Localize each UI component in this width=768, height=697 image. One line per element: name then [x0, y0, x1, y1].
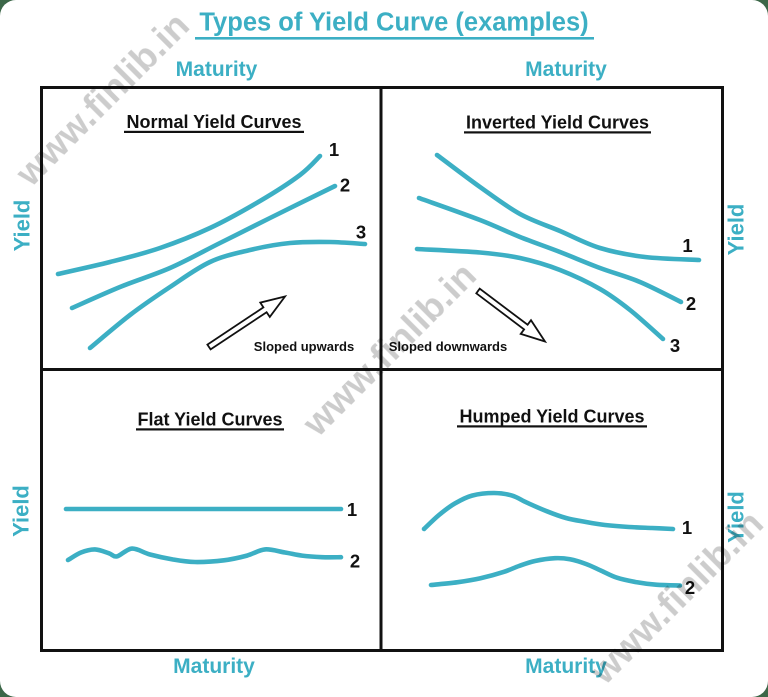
svg-text:1: 1 — [682, 235, 692, 256]
svg-text:1: 1 — [347, 499, 357, 520]
svg-text:Maturity: Maturity — [525, 655, 607, 678]
svg-text:Yield: Yield — [9, 485, 34, 537]
svg-text:2: 2 — [686, 293, 696, 314]
svg-text:Normal Yield Curves: Normal Yield Curves — [126, 112, 301, 132]
svg-text:Types of Yield Curve (examples: Types of Yield Curve (examples) — [199, 9, 588, 37]
svg-text:Yield: Yield — [724, 204, 749, 256]
svg-text:Maturity: Maturity — [173, 655, 255, 678]
svg-text:Yield: Yield — [724, 491, 749, 543]
svg-text:2: 2 — [685, 577, 695, 598]
svg-text:Maturity: Maturity — [176, 58, 258, 81]
svg-text:3: 3 — [670, 335, 680, 356]
svg-text:1: 1 — [682, 517, 692, 538]
svg-text:Humped Yield Curves: Humped Yield Curves — [459, 407, 644, 427]
svg-text:3: 3 — [356, 222, 366, 243]
svg-text:Yield: Yield — [10, 200, 35, 252]
svg-text:Inverted Yield Curves: Inverted Yield Curves — [466, 113, 649, 133]
svg-text:Sloped upwards: Sloped upwards — [254, 339, 354, 354]
svg-text:Sloped downwards: Sloped downwards — [389, 339, 507, 354]
svg-text:2: 2 — [340, 175, 350, 196]
svg-text:2: 2 — [350, 551, 360, 572]
svg-text:Flat Yield Curves: Flat Yield Curves — [137, 410, 282, 430]
svg-text:Maturity: Maturity — [525, 58, 607, 81]
svg-text:1: 1 — [329, 139, 339, 160]
